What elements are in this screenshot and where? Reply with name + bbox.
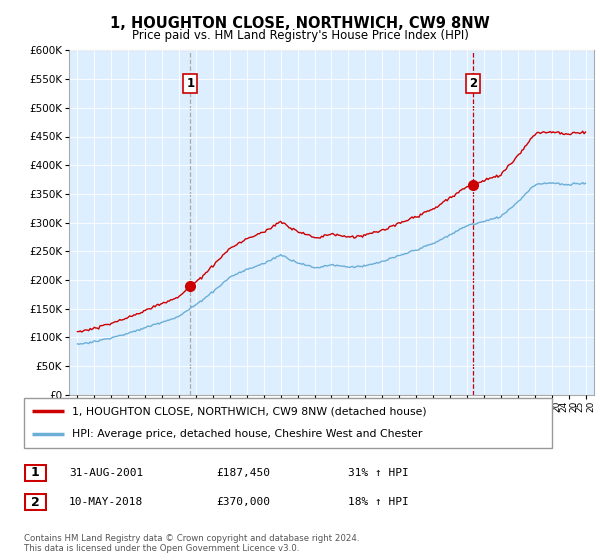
Text: 10-MAY-2018: 10-MAY-2018: [69, 497, 143, 507]
Text: 1, HOUGHTON CLOSE, NORTHWICH, CW9 8NW (detached house): 1, HOUGHTON CLOSE, NORTHWICH, CW9 8NW (d…: [71, 406, 426, 416]
Text: Price paid vs. HM Land Registry's House Price Index (HPI): Price paid vs. HM Land Registry's House …: [131, 29, 469, 42]
Text: £370,000: £370,000: [216, 497, 270, 507]
Text: 31% ↑ HPI: 31% ↑ HPI: [348, 468, 409, 478]
Text: 1: 1: [187, 77, 194, 90]
Text: This data is licensed under the Open Government Licence v3.0.: This data is licensed under the Open Gov…: [24, 544, 299, 553]
Text: 31-AUG-2001: 31-AUG-2001: [69, 468, 143, 478]
Text: 1: 1: [31, 466, 40, 479]
Text: HPI: Average price, detached house, Cheshire West and Chester: HPI: Average price, detached house, Ches…: [71, 430, 422, 440]
Text: 1, HOUGHTON CLOSE, NORTHWICH, CW9 8NW: 1, HOUGHTON CLOSE, NORTHWICH, CW9 8NW: [110, 16, 490, 31]
Text: 2: 2: [469, 77, 478, 90]
Text: 2: 2: [31, 496, 40, 508]
Text: £187,450: £187,450: [216, 468, 270, 478]
Text: 18% ↑ HPI: 18% ↑ HPI: [348, 497, 409, 507]
Text: Contains HM Land Registry data © Crown copyright and database right 2024.: Contains HM Land Registry data © Crown c…: [24, 534, 359, 543]
